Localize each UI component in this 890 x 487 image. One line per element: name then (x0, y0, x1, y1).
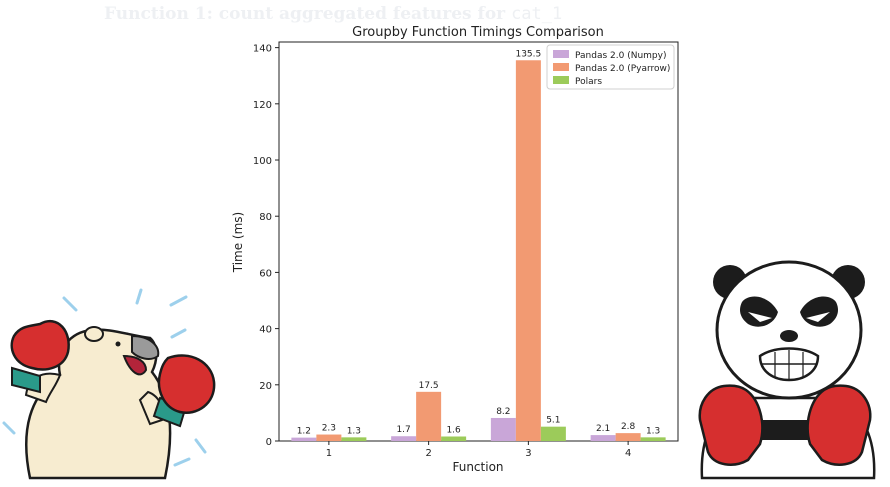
plot-area: 0 20 40 60 80 100 120 140 1 1.2 2.3 1.3 2 1.7 17.5 1.6 3… (253, 41, 679, 459)
y-tick-label: 60 (259, 268, 272, 279)
axes-frame (278, 41, 679, 442)
legend-swatch (553, 50, 569, 58)
y-tick-label: 0 (266, 437, 272, 448)
legend-label: Polars (575, 77, 602, 87)
bar-value-label: 1.3 (646, 426, 660, 436)
heading-prefix: Function 1: (104, 4, 213, 24)
legend-swatch (553, 76, 569, 84)
y-tick-label: 80 (259, 212, 272, 223)
y-tick-label: 140 (253, 44, 272, 55)
polar-bear-boxer-icon (2, 288, 216, 480)
bar-value-label: 2.1 (596, 424, 610, 434)
bar (490, 417, 516, 441)
bar (316, 434, 342, 441)
bar (416, 391, 442, 441)
bar (515, 60, 541, 441)
bar-value-label: 135.5 (515, 49, 541, 59)
bar (640, 437, 666, 441)
slide-heading: Function 1: count aggregated features fo… (104, 4, 562, 24)
bar-value-label: 17.5 (419, 381, 439, 391)
legend-label: Pandas 2.0 (Pyarrow) (575, 64, 670, 74)
bar (291, 437, 317, 441)
bar-value-label: 2.8 (621, 422, 636, 432)
y-tick-label: 120 (253, 100, 272, 111)
chart-legend: Pandas 2.0 (Numpy) Pandas 2.0 (Pyarrow) Po… (546, 44, 675, 90)
x-tick-label: 4 (625, 448, 631, 459)
bar (341, 437, 367, 441)
bar-value-label: 2.3 (322, 424, 336, 434)
x-tick-label: 2 (425, 448, 431, 459)
y-tick-label: 100 (253, 156, 272, 167)
bar-value-label: 1.3 (347, 426, 361, 436)
bar (590, 435, 616, 441)
bar (391, 436, 417, 441)
legend-swatch (553, 63, 569, 71)
chart-title: Groupby Function Timings Comparison (352, 25, 604, 40)
bar (615, 433, 641, 441)
heading-code: cat_1 (511, 4, 563, 24)
bar-value-label: 1.7 (396, 425, 410, 435)
legend-label: Pandas 2.0 (Numpy) (575, 51, 666, 61)
bar-value-label: 1.6 (446, 426, 461, 436)
y-tick-label: 20 (259, 381, 272, 392)
bar (540, 426, 566, 441)
heading-text: count aggregated features for (218, 4, 506, 24)
bar-value-label: 1.2 (297, 427, 311, 437)
x-tick-label: 3 (525, 448, 531, 459)
bar-value-label: 8.2 (496, 407, 510, 417)
legend-box (546, 44, 675, 90)
y-tick-label: 40 (259, 325, 272, 336)
x-tick-label: 1 (326, 448, 332, 459)
x-axis-label: Function (452, 460, 503, 474)
bar (441, 436, 467, 441)
y-axis-label: Time (ms) (231, 212, 245, 274)
panda-boxer-icon (698, 260, 876, 480)
bar-value-label: 5.1 (546, 416, 560, 426)
